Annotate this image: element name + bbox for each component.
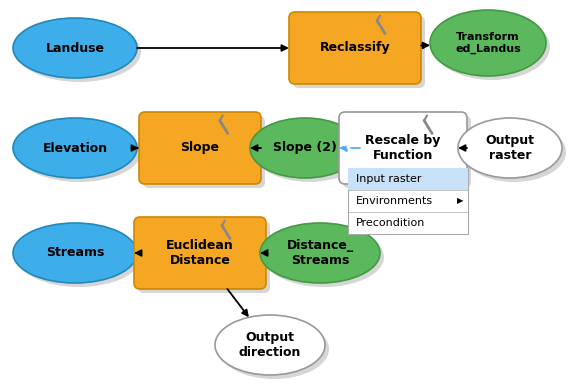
Text: Environments: Environments <box>356 196 433 206</box>
Ellipse shape <box>430 10 546 76</box>
FancyBboxPatch shape <box>134 217 266 289</box>
FancyBboxPatch shape <box>138 221 270 293</box>
FancyBboxPatch shape <box>339 112 467 184</box>
Ellipse shape <box>462 122 566 182</box>
FancyBboxPatch shape <box>343 116 471 188</box>
Text: Euclidean
Distance: Euclidean Distance <box>166 239 234 267</box>
FancyBboxPatch shape <box>143 116 265 188</box>
Text: Output
direction: Output direction <box>239 331 301 359</box>
Ellipse shape <box>250 118 360 178</box>
FancyBboxPatch shape <box>139 112 261 184</box>
FancyBboxPatch shape <box>293 16 425 88</box>
Bar <box>348 168 468 190</box>
Text: Elevation: Elevation <box>43 142 108 154</box>
Ellipse shape <box>219 319 329 379</box>
Text: Reclassify: Reclassify <box>320 42 390 54</box>
Text: Distance_
Streams: Distance_ Streams <box>286 239 354 267</box>
Text: Precondition: Precondition <box>356 218 426 228</box>
Ellipse shape <box>434 14 550 80</box>
Ellipse shape <box>260 223 380 283</box>
Text: Slope: Slope <box>181 142 220 154</box>
Ellipse shape <box>458 118 562 178</box>
Ellipse shape <box>17 22 141 82</box>
Text: Streams: Streams <box>46 246 104 260</box>
Ellipse shape <box>264 227 384 287</box>
Text: ▶: ▶ <box>457 196 463 206</box>
Ellipse shape <box>215 315 325 375</box>
Text: Rescale by
Function: Rescale by Function <box>365 134 440 162</box>
Text: Input raster: Input raster <box>356 174 421 184</box>
Text: Output
raster: Output raster <box>485 134 535 162</box>
FancyBboxPatch shape <box>289 12 421 84</box>
Text: Landuse: Landuse <box>45 42 105 54</box>
Bar <box>348 168 468 234</box>
Ellipse shape <box>17 227 141 287</box>
Ellipse shape <box>13 18 137 78</box>
Text: Slope (2): Slope (2) <box>273 142 337 154</box>
Text: Transform
ed_Landus: Transform ed_Landus <box>455 32 521 54</box>
Ellipse shape <box>254 122 364 182</box>
Ellipse shape <box>13 118 137 178</box>
Ellipse shape <box>17 122 141 182</box>
Ellipse shape <box>13 223 137 283</box>
